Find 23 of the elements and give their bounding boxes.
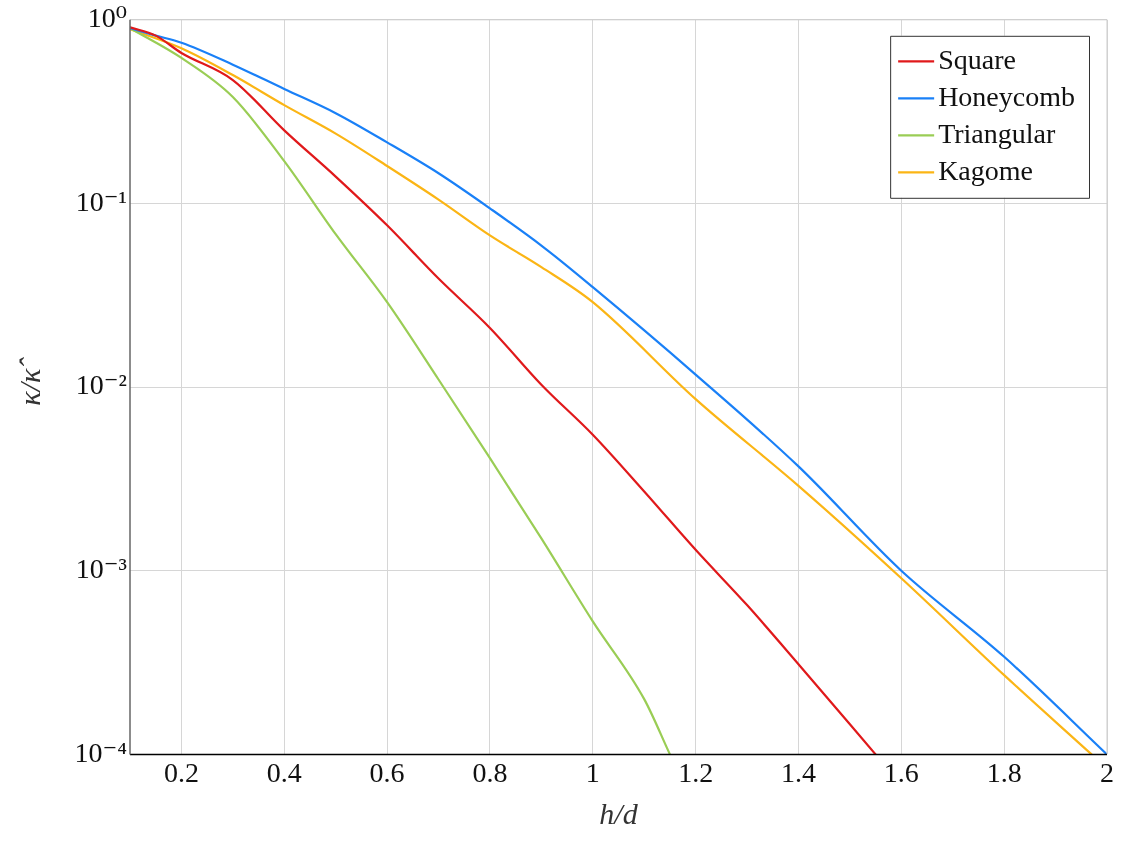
legend-label: Triangular bbox=[938, 117, 1056, 149]
legend-label: Kagome bbox=[938, 154, 1033, 186]
x-tick-label: 1.2 bbox=[678, 756, 714, 788]
x-tick-label: 0.6 bbox=[369, 756, 405, 788]
x-tick-label: 1 bbox=[585, 756, 600, 788]
y-tick-label: 10⁰ bbox=[87, 2, 127, 34]
line-series bbox=[130, 26, 877, 755]
x-tick-label: 0.2 bbox=[163, 756, 199, 788]
x-tick-label: 0.8 bbox=[472, 756, 508, 788]
x-tick-label: 0.4 bbox=[266, 756, 302, 788]
x-tick-label: 1.6 bbox=[883, 756, 919, 788]
legend-label: Honeycomb bbox=[938, 80, 1075, 112]
legend-label: Square bbox=[938, 43, 1016, 75]
y-tick-label: 10⁻³ bbox=[75, 553, 127, 585]
y-axis-title: κ/κ̂ bbox=[12, 356, 46, 406]
x-tick-label: 1.8 bbox=[986, 756, 1022, 788]
x-tick-label: 2 bbox=[1100, 756, 1114, 788]
x-axis-title: h/d bbox=[599, 796, 639, 830]
y-tick-label: 10⁻⁴ bbox=[74, 736, 127, 768]
x-tick-label: 1.4 bbox=[780, 756, 816, 788]
y-tick-label: 10⁻² bbox=[75, 369, 127, 401]
y-tick-label: 10⁻¹ bbox=[75, 185, 127, 217]
line-series bbox=[130, 27, 672, 755]
